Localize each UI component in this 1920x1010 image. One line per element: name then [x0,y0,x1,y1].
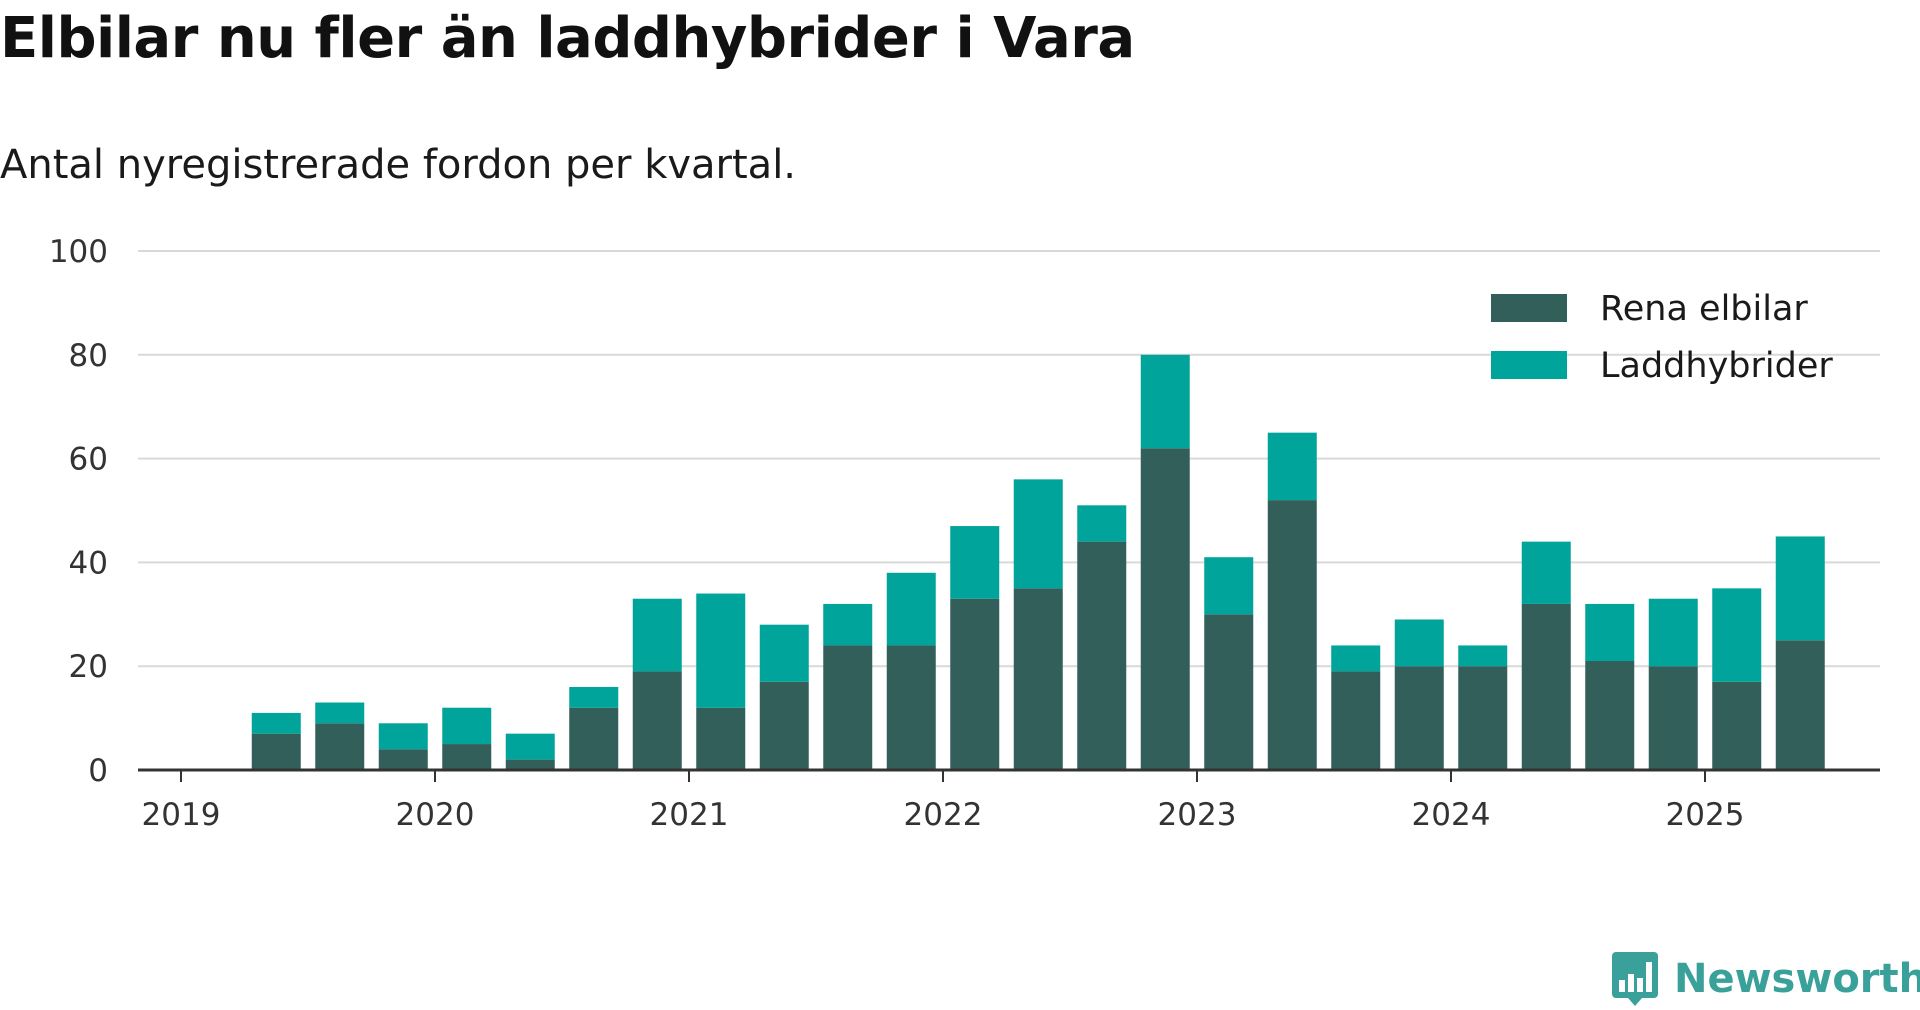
bar-rena-elbilar [1204,614,1254,770]
bar-rena-elbilar [1775,640,1825,770]
bar-laddhybrider [251,712,301,734]
bar-laddhybrider [696,593,746,708]
bar-laddhybrider [632,598,682,672]
bar-laddhybrider [1712,588,1762,682]
legend-swatch [1491,351,1567,379]
bar-rena-elbilar [378,749,428,770]
bar-rena-elbilar [632,671,682,770]
bar-rena-elbilar [442,744,492,770]
bar-rena-elbilar [1013,588,1063,770]
bar-rena-elbilar [1267,500,1317,770]
chart-subtitle: Antal nyregistrerade fordon per kvartal. [0,142,797,188]
bar-laddhybrider [950,526,1000,599]
y-tick-label: 40 [69,545,108,581]
legend-label: Rena elbilar [1600,289,1808,329]
x-tick-label: 2023 [1158,797,1237,833]
x-tick-label: 2019 [142,797,221,833]
bar-rena-elbilar [950,598,1000,770]
bar-laddhybrider [1140,354,1190,449]
bar-laddhybrider [1013,479,1063,589]
bar-laddhybrider [315,702,365,724]
bar-rena-elbilar [1521,603,1571,770]
bar-laddhybrider [1585,603,1635,662]
bar-laddhybrider [1331,645,1381,672]
bar-chart-bubble-icon [1612,952,1658,1006]
bar-rena-elbilar [1712,681,1762,770]
bar-rena-elbilar [315,723,365,770]
bar-laddhybrider [505,733,555,760]
bar-rena-elbilar [696,707,746,770]
bar-laddhybrider [1077,505,1127,542]
x-tick-label: 2024 [1412,797,1491,833]
bar-rena-elbilar [1585,661,1635,770]
y-tick-label: 100 [49,234,108,270]
bar-laddhybrider [1775,536,1825,641]
y-tick-label: 20 [69,649,108,685]
bar-laddhybrider [1204,557,1254,615]
x-tick-label: 2020 [396,797,475,833]
bar-laddhybrider [569,686,619,708]
bar-rena-elbilar [569,707,619,770]
bar-rena-elbilar [1648,666,1698,770]
bar-laddhybrider [1521,541,1571,604]
bar-rena-elbilar [1077,541,1127,770]
bar-laddhybrider [886,572,936,646]
chart-title: Elbilar nu fler än laddhybrider i Vara [0,6,1135,71]
bar-laddhybrider [1267,432,1317,501]
bar-rena-elbilar [759,681,809,770]
x-tick-label: 2025 [1666,797,1745,833]
y-tick-label: 0 [88,753,108,789]
bar-laddhybrider [1458,645,1508,667]
x-tick-label: 2021 [650,797,729,833]
bar-rena-elbilar [886,645,936,770]
bar-rena-elbilar [1140,448,1190,770]
bar-laddhybrider [759,624,809,682]
legend-label: Laddhybrider [1600,346,1833,386]
bar-laddhybrider [1648,598,1698,667]
bar-laddhybrider [1394,619,1444,667]
y-tick-label: 80 [69,338,108,374]
bar-laddhybrider [823,603,873,646]
bar-rena-elbilar [251,733,301,770]
x-tick-label: 2022 [904,797,983,833]
legend-swatch [1491,294,1567,322]
bar-rena-elbilar [1394,666,1444,770]
brand-name: Newsworthy [1674,956,1920,1002]
y-tick-label: 60 [69,442,108,478]
bar-laddhybrider [442,707,492,745]
bar-rena-elbilar [1331,671,1381,770]
newsworthy-logo: Newsworthy [1610,948,1920,1010]
bar-rena-elbilar [823,645,873,770]
bar-rena-elbilar [1458,666,1508,770]
bar-rena-elbilar [505,759,555,770]
bar-laddhybrider [378,723,428,750]
